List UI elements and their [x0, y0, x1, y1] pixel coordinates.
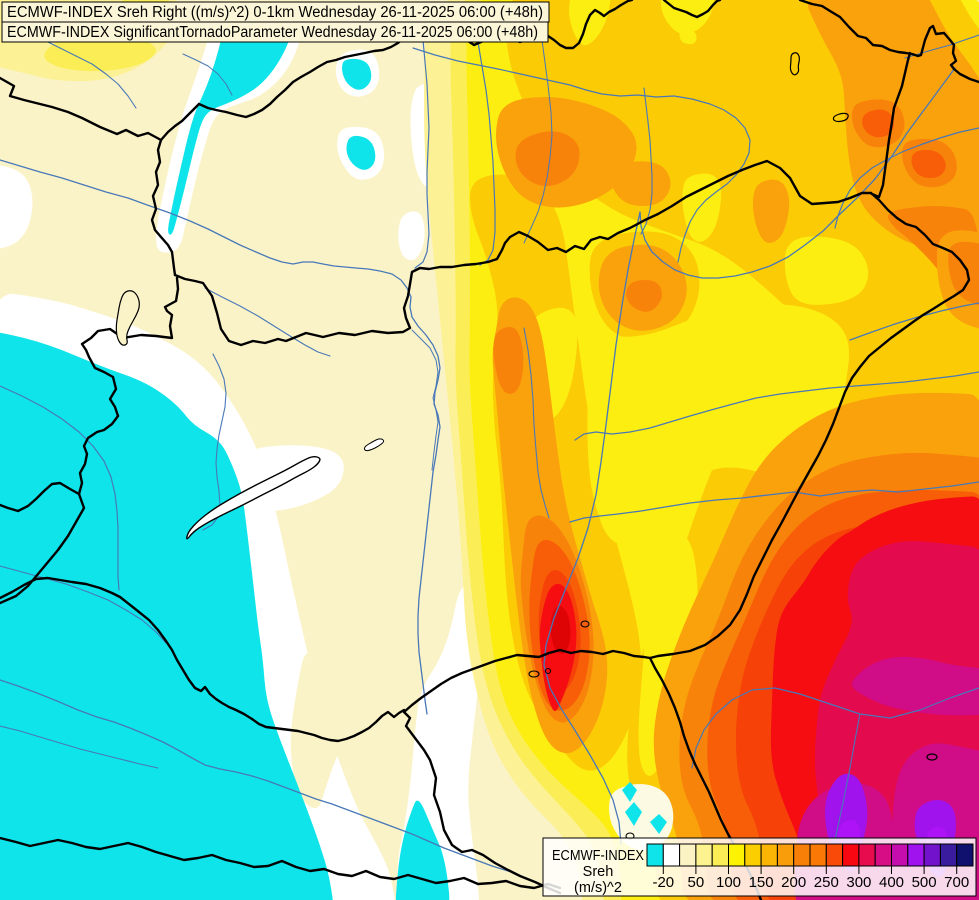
svg-text:700: 700 — [944, 874, 969, 891]
svg-text:50: 50 — [688, 874, 705, 891]
svg-text:400: 400 — [879, 874, 904, 891]
svg-text:ECMWF-INDEX: ECMWF-INDEX — [552, 848, 644, 864]
svg-text:300: 300 — [846, 874, 871, 891]
svg-text:200: 200 — [781, 874, 806, 891]
svg-text:250: 250 — [814, 874, 839, 891]
svg-text:ECMWF-INDEX SignificantTornado: ECMWF-INDEX SignificantTornadoParameter … — [7, 24, 538, 41]
svg-text:(m/s)^2: (m/s)^2 — [574, 880, 622, 896]
svg-text:500: 500 — [912, 874, 937, 891]
svg-text:Sreh: Sreh — [583, 864, 614, 880]
svg-text:-20: -20 — [652, 874, 674, 891]
svg-text:150: 150 — [749, 874, 774, 891]
svg-text:ECMWF-INDEX Sreh Right ((m/s)^: ECMWF-INDEX Sreh Right ((m/s)^2) 0-1km W… — [7, 4, 543, 21]
svg-text:100: 100 — [716, 874, 741, 891]
